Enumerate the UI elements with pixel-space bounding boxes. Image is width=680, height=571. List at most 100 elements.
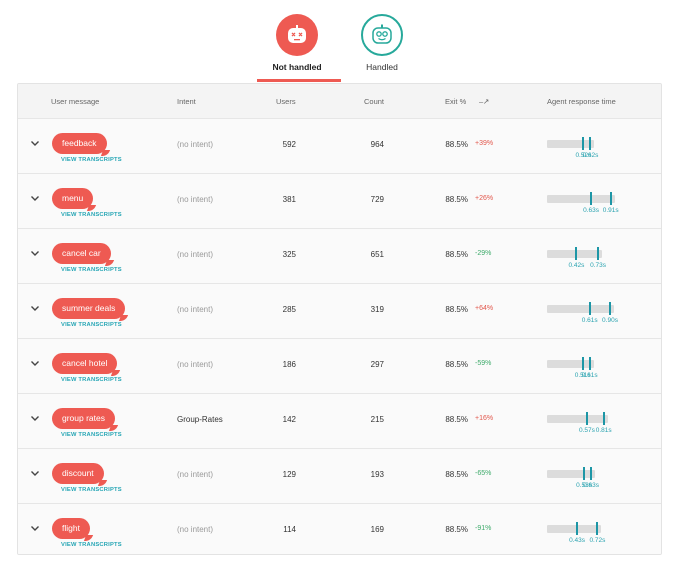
col-count[interactable]: Count <box>364 97 385 106</box>
response-time-high-label: 0.91s <box>602 207 619 214</box>
col-trend[interactable]: –↗ <box>479 97 490 106</box>
view-transcripts-link[interactable]: VIEW TRANSCRIPTS <box>61 212 122 218</box>
response-time-low-marker <box>590 192 593 205</box>
response-time-low-label: 0.63s <box>583 207 600 214</box>
dead-bot-face-icon <box>276 14 318 56</box>
response-time-high-marker <box>588 357 591 370</box>
view-transcripts-link[interactable]: VIEW TRANSCRIPTS <box>61 542 122 548</box>
users-value: 142 <box>282 415 296 424</box>
tab-not-handled-label: Not handled <box>272 62 322 72</box>
exit-percent-value: 88.5% <box>445 470 468 479</box>
tab-handled-label: Handled <box>366 62 398 72</box>
response-time-low-label: 0.57s <box>578 427 595 434</box>
intent-value: (no intent) <box>177 525 214 534</box>
user-message-bubble[interactable]: cancel car <box>52 243 111 264</box>
response-time-low-marker <box>581 357 584 370</box>
chevron-down-icon[interactable] <box>29 302 41 314</box>
agent-response-time-range: 0.43s 0.72s <box>547 522 617 545</box>
response-time-high-marker <box>596 522 599 535</box>
agent-response-time-range: 0.52s 0.62s <box>547 137 617 160</box>
chevron-down-icon[interactable] <box>29 247 41 259</box>
response-time-high-label: 0.72s <box>589 537 606 544</box>
response-time-low-label: 0.42s <box>568 262 585 269</box>
chevron-down-icon[interactable] <box>29 522 41 534</box>
chevron-down-icon[interactable] <box>29 137 41 149</box>
response-time-low-marker <box>583 467 586 480</box>
intent-value: (no intent) <box>177 360 214 369</box>
response-time-high-label: 0.73s <box>590 262 607 269</box>
user-message-bubble[interactable]: summer deals <box>52 298 126 319</box>
response-time-high-marker <box>609 302 611 315</box>
view-transcripts-link[interactable]: VIEW TRANSCRIPTS <box>61 487 122 493</box>
response-time-bar <box>547 525 602 533</box>
exit-percent-value: 88.5% <box>445 415 468 424</box>
users-value: 186 <box>282 360 296 369</box>
table-row[interactable]: flight VIEW TRANSCRIPTS (no intent) 114 169 8… <box>18 503 661 554</box>
count-value: 169 <box>370 525 384 534</box>
col-exit[interactable]: Exit % <box>445 97 467 106</box>
user-message-bubble[interactable]: discount <box>52 463 104 484</box>
unhandled-messages-table: User message Intent Users Count Exit % –… <box>17 83 662 555</box>
chevron-down-icon[interactable] <box>29 467 41 479</box>
trend-delta: -29% <box>475 250 492 257</box>
tab-handled[interactable]: Handled <box>337 14 427 72</box>
response-time-low-label: 0.53s <box>576 482 593 489</box>
status-tabs: Not handled Handled <box>0 0 680 84</box>
user-message-bubble[interactable]: feedback <box>52 133 107 154</box>
col-users[interactable]: Users <box>276 97 296 106</box>
agent-response-time-range: 0.51s 0.61s <box>547 357 617 380</box>
user-message-bubble[interactable]: cancel hotel <box>52 353 118 374</box>
table-row[interactable]: cancel car VIEW TRANSCRIPTS (no intent) 325… <box>18 228 661 283</box>
view-transcripts-link[interactable]: VIEW TRANSCRIPTS <box>61 377 122 383</box>
count-value: 319 <box>370 305 384 314</box>
users-value: 325 <box>282 250 296 259</box>
view-transcripts-link[interactable]: VIEW TRANSCRIPTS <box>61 267 122 273</box>
col-agent-response-time[interactable]: Agent response time <box>547 97 616 106</box>
response-time-low-marker <box>575 247 578 260</box>
users-value: 285 <box>282 305 296 314</box>
table-row[interactable]: cancel hotel VIEW TRANSCRIPTS (no intent) 1… <box>18 338 661 393</box>
user-message-bubble[interactable]: menu <box>52 188 94 209</box>
response-time-high-label: 0.61s <box>581 372 598 379</box>
response-time-high-marker <box>602 412 605 425</box>
response-time-low-label: 0.51s <box>574 372 591 379</box>
intent-value: (no intent) <box>177 250 214 259</box>
response-time-bar <box>547 470 596 478</box>
count-value: 651 <box>370 250 384 259</box>
count-value: 297 <box>370 360 384 369</box>
response-time-high-label: 0.63s <box>583 482 600 489</box>
exit-percent-value: 88.5% <box>445 360 468 369</box>
table-row[interactable]: feedback VIEW TRANSCRIPTS (no intent) 592 96… <box>18 118 661 173</box>
chevron-down-icon[interactable] <box>29 192 41 204</box>
trend-delta: +16% <box>475 415 494 422</box>
chevron-down-icon[interactable] <box>29 357 41 369</box>
response-time-high-label: 0.90s <box>602 317 618 324</box>
users-value: 381 <box>282 195 296 204</box>
col-user-message[interactable]: User message <box>51 97 100 106</box>
users-value: 114 <box>283 525 296 534</box>
user-message-bubble[interactable]: group rates <box>52 408 115 429</box>
table-row[interactable]: group rates VIEW TRANSCRIPTS Group-Rates 14… <box>18 393 661 448</box>
table-row[interactable]: discount VIEW TRANSCRIPTS (no intent) 129 19… <box>18 448 661 503</box>
exit-percent-value: 88.5% <box>445 525 468 534</box>
chevron-down-icon[interactable] <box>29 412 41 424</box>
trend-delta: +64% <box>475 305 494 312</box>
count-value: 193 <box>370 470 384 479</box>
trend-delta: -59% <box>475 360 492 367</box>
count-value: 215 <box>370 415 384 424</box>
table-row[interactable]: summer deals VIEW TRANSCRIPTS (no intent) 2… <box>18 283 661 338</box>
table-row[interactable]: menu VIEW TRANSCRIPTS (no intent) 381 729 88.… <box>18 173 661 228</box>
agent-response-time-range: 0.63s 0.91s <box>547 192 619 215</box>
response-time-high-label: 0.62s <box>582 152 599 159</box>
response-time-low-marker <box>576 522 579 535</box>
view-transcripts-link[interactable]: VIEW TRANSCRIPTS <box>61 432 122 438</box>
view-transcripts-link[interactable]: VIEW TRANSCRIPTS <box>61 157 122 163</box>
col-intent[interactable]: Intent <box>177 97 196 106</box>
view-transcripts-link[interactable]: VIEW TRANSCRIPTS <box>61 322 122 328</box>
intent-value: Group-Rates <box>177 415 223 424</box>
intent-value: (no intent) <box>177 470 214 479</box>
agent-response-time-range: 0.61s 0.90s <box>547 302 618 325</box>
tab-not-handled[interactable]: Not handled <box>252 14 342 72</box>
user-message-bubble[interactable]: flight <box>52 518 90 539</box>
response-time-low-label: 0.61s <box>581 317 598 324</box>
